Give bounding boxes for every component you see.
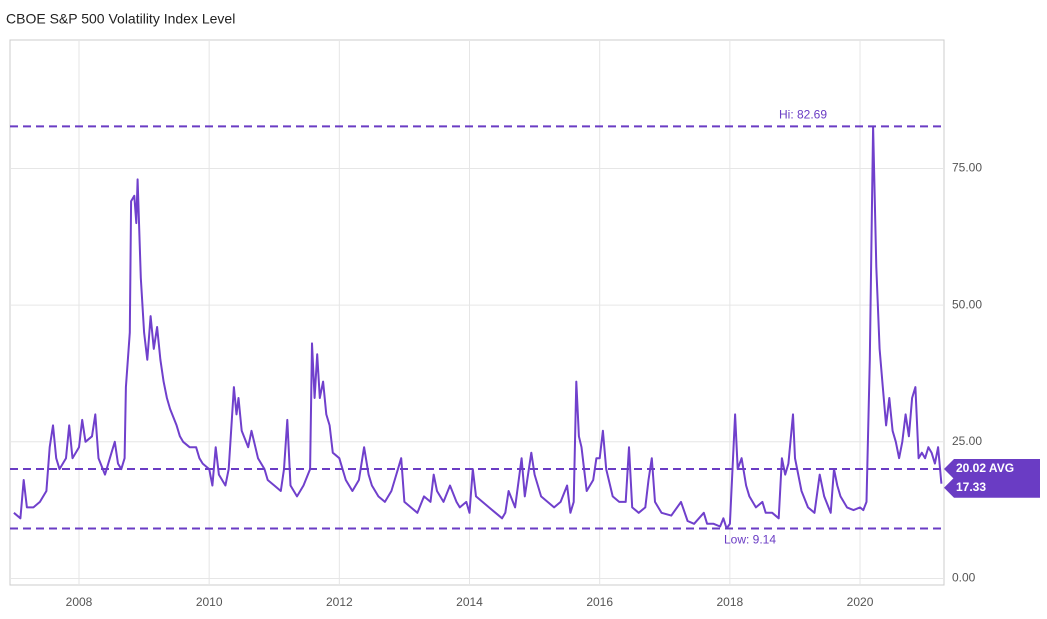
y-tick-label: 75.00 xyxy=(952,161,982,175)
hi-label: Hi: 82.69 xyxy=(779,108,827,122)
x-tick-label: 2014 xyxy=(456,595,483,609)
x-tick-label: 2020 xyxy=(847,595,874,609)
y-tick-label: 0.00 xyxy=(952,571,976,585)
x-tick-label: 2018 xyxy=(717,595,744,609)
y-tick-label: 25.00 xyxy=(952,434,982,448)
chart-title: CBOE S&P 500 Volatility Index Level xyxy=(6,11,235,27)
avg-tag xyxy=(944,459,1040,480)
x-tick-label: 2012 xyxy=(326,595,353,609)
x-tick-label: 2016 xyxy=(586,595,613,609)
last-value-tag xyxy=(944,477,1040,498)
avg-label: 20.02 AVG xyxy=(956,461,1014,475)
last-value-label: 17.33 xyxy=(956,480,986,494)
low-label: Low: 9.14 xyxy=(724,533,776,547)
series-line xyxy=(13,125,943,530)
plot-area xyxy=(9,39,945,586)
y-tick-label: 50.00 xyxy=(952,297,982,311)
x-tick-label: 2010 xyxy=(196,595,223,609)
x-tick-label: 2008 xyxy=(66,595,93,609)
